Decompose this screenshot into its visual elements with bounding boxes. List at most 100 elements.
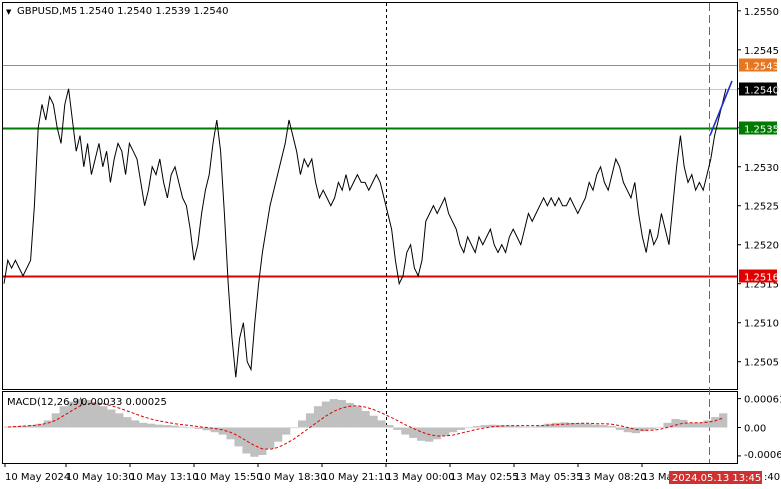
price-tick-label: 1.2510 bbox=[744, 319, 779, 330]
macd-histogram-bar bbox=[393, 427, 402, 430]
macd-histogram-bar bbox=[155, 424, 164, 428]
macd-histogram-bar bbox=[536, 425, 545, 428]
macd-histogram-bar bbox=[75, 399, 84, 428]
macd-histogram-bar bbox=[599, 425, 609, 428]
time-tick-label: 13 Ma bbox=[642, 472, 673, 483]
macd-histogram-bar bbox=[123, 417, 132, 428]
time-tick-label: 13 May 02:55 bbox=[450, 472, 519, 483]
price-tick-label: 1.2515 bbox=[744, 280, 779, 291]
macd-histogram-bar bbox=[115, 413, 124, 428]
macd-histogram-bar bbox=[305, 413, 315, 428]
price-tick-label: 1.2545 bbox=[744, 46, 779, 57]
macd-histogram-bar bbox=[703, 420, 712, 428]
macd-histogram-bar bbox=[560, 422, 569, 428]
macd-values: 0.00033 0.00025 bbox=[81, 397, 167, 408]
macd-histogram-bar bbox=[639, 427, 648, 432]
macd-histogram-bar bbox=[258, 427, 267, 455]
macd-histogram-bar bbox=[139, 422, 148, 428]
macd-histogram-bar bbox=[194, 427, 203, 429]
macd-histogram-bar bbox=[202, 427, 211, 431]
level-badge-label: 1.2535 bbox=[744, 125, 779, 136]
macd-histogram-bar bbox=[234, 427, 243, 447]
current-time-badge bbox=[669, 471, 762, 484]
level-badge-label: 1.2543 bbox=[744, 62, 779, 73]
macd-histogram-bar bbox=[568, 422, 577, 428]
macd-histogram-bar bbox=[266, 427, 275, 449]
macd-histogram-bar bbox=[512, 426, 521, 428]
time-tick-label: 13 May 05:35 bbox=[514, 472, 583, 483]
macd-histogram-bar bbox=[218, 427, 227, 435]
macd-histogram-bar bbox=[321, 401, 330, 428]
forecast-arrow[interactable] bbox=[709, 80, 733, 136]
macd-histogram-bar bbox=[377, 420, 386, 428]
macd-label: MACD(12,26,9) bbox=[7, 397, 83, 408]
macd-histogram-bar bbox=[576, 423, 585, 428]
time-tick-label: 10 May 21:10 bbox=[322, 472, 391, 483]
macd-histogram-bar bbox=[520, 426, 529, 428]
price-series bbox=[3, 88, 727, 378]
macd-histogram-bar bbox=[282, 427, 291, 435]
time-tick-label: :40 bbox=[764, 472, 780, 483]
macd-histogram-bar bbox=[711, 417, 720, 428]
price-tick-label: 1.2530 bbox=[744, 163, 779, 174]
macd-histogram-bar bbox=[298, 420, 307, 428]
macd-histogram-bar bbox=[361, 410, 370, 428]
macd-histogram-bar bbox=[35, 423, 44, 428]
horizontal-levels[interactable] bbox=[3, 65, 737, 278]
macd-histogram-bar bbox=[631, 427, 640, 434]
macd-histogram-bar bbox=[274, 427, 283, 442]
macd-histogram-bar bbox=[528, 426, 537, 428]
macd-histogram-bar bbox=[472, 426, 481, 428]
macd-histogram-bar bbox=[369, 415, 378, 428]
macd-histogram-bar bbox=[544, 423, 553, 428]
macd-histogram-bar bbox=[210, 427, 219, 433]
macd-histogram-bar bbox=[401, 427, 410, 435]
macd-tick-label: 0.00 bbox=[744, 424, 766, 435]
time-tick-label: 10 May 15:50 bbox=[194, 472, 263, 483]
macd-histogram-bar bbox=[456, 427, 466, 430]
price-panel-frame bbox=[2, 2, 738, 390]
header-arrow-icon[interactable]: ▼ bbox=[6, 8, 12, 16]
macd-histogram-bar bbox=[170, 425, 179, 428]
macd-histogram-bar bbox=[147, 423, 156, 428]
macd-histogram-bar bbox=[313, 406, 323, 428]
macd-signal-line bbox=[7, 402, 724, 450]
macd-histogram-bar bbox=[51, 413, 60, 428]
level-price-labels: 1.2543 1.2540 1.2535 1.2516 bbox=[739, 58, 779, 284]
macd-histogram-bar bbox=[679, 419, 688, 428]
time-tick-label: 13 May 08:20 bbox=[578, 472, 647, 483]
macd-histogram-bar bbox=[59, 406, 68, 428]
price-tick-label: 1.2525 bbox=[744, 202, 779, 213]
macd-histogram-bar bbox=[695, 422, 704, 428]
macd-histogram-bar bbox=[131, 420, 140, 428]
symbol-label: GBPUSD,M5 bbox=[17, 6, 77, 17]
macd-histogram-bar bbox=[329, 399, 338, 428]
price-line bbox=[3, 88, 727, 378]
macd-histogram-bar bbox=[353, 406, 362, 428]
forecast-arrow-line bbox=[709, 80, 733, 136]
macd-histogram-bar bbox=[91, 402, 100, 428]
macd-histogram-bar bbox=[441, 427, 450, 436]
macd-histogram-bar bbox=[345, 402, 354, 428]
macd-histogram-bar bbox=[409, 427, 418, 438]
macd-histogram-bar bbox=[226, 427, 235, 440]
macd-histogram-bar bbox=[67, 401, 76, 428]
level-badge-label: 1.2540 bbox=[744, 86, 779, 97]
macd-histogram-bar bbox=[43, 420, 52, 428]
level-badge bbox=[739, 121, 777, 135]
level-badge bbox=[739, 269, 777, 283]
macd-histogram-bar bbox=[623, 427, 632, 433]
macd-histogram-bar bbox=[433, 427, 442, 440]
macd-histogram-bar bbox=[687, 422, 696, 428]
macd-histogram-bar bbox=[615, 427, 624, 430]
macd-histogram-bar bbox=[83, 400, 92, 428]
macd-histogram-bar bbox=[417, 427, 426, 441]
macd-histogram-bar bbox=[504, 425, 513, 428]
time-tick-label: 10 May 18:30 bbox=[258, 472, 327, 483]
macd-histogram-bar bbox=[464, 427, 473, 429]
ohlc-values: 1.2540 1.2540 1.2539 1.2540 bbox=[79, 6, 229, 17]
